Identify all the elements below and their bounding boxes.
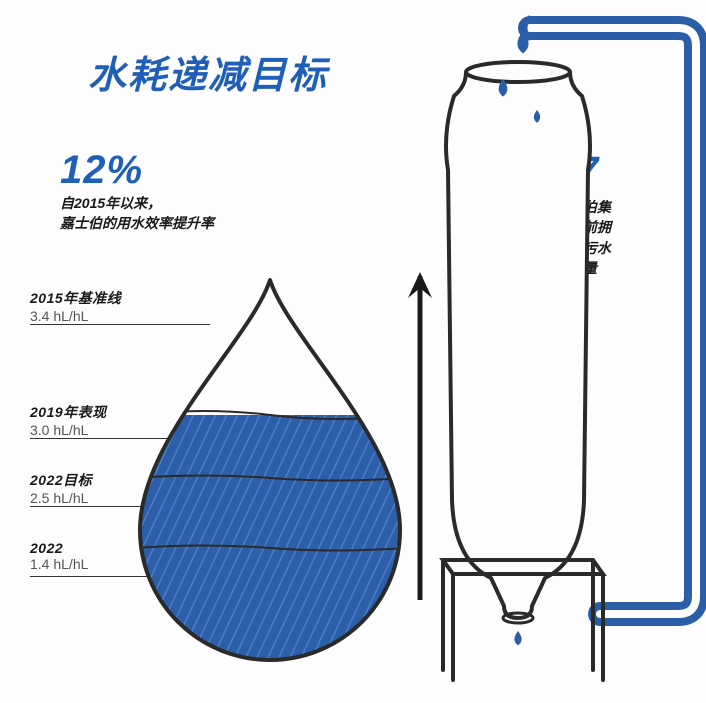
bottle-diagram: [0, 0, 706, 703]
